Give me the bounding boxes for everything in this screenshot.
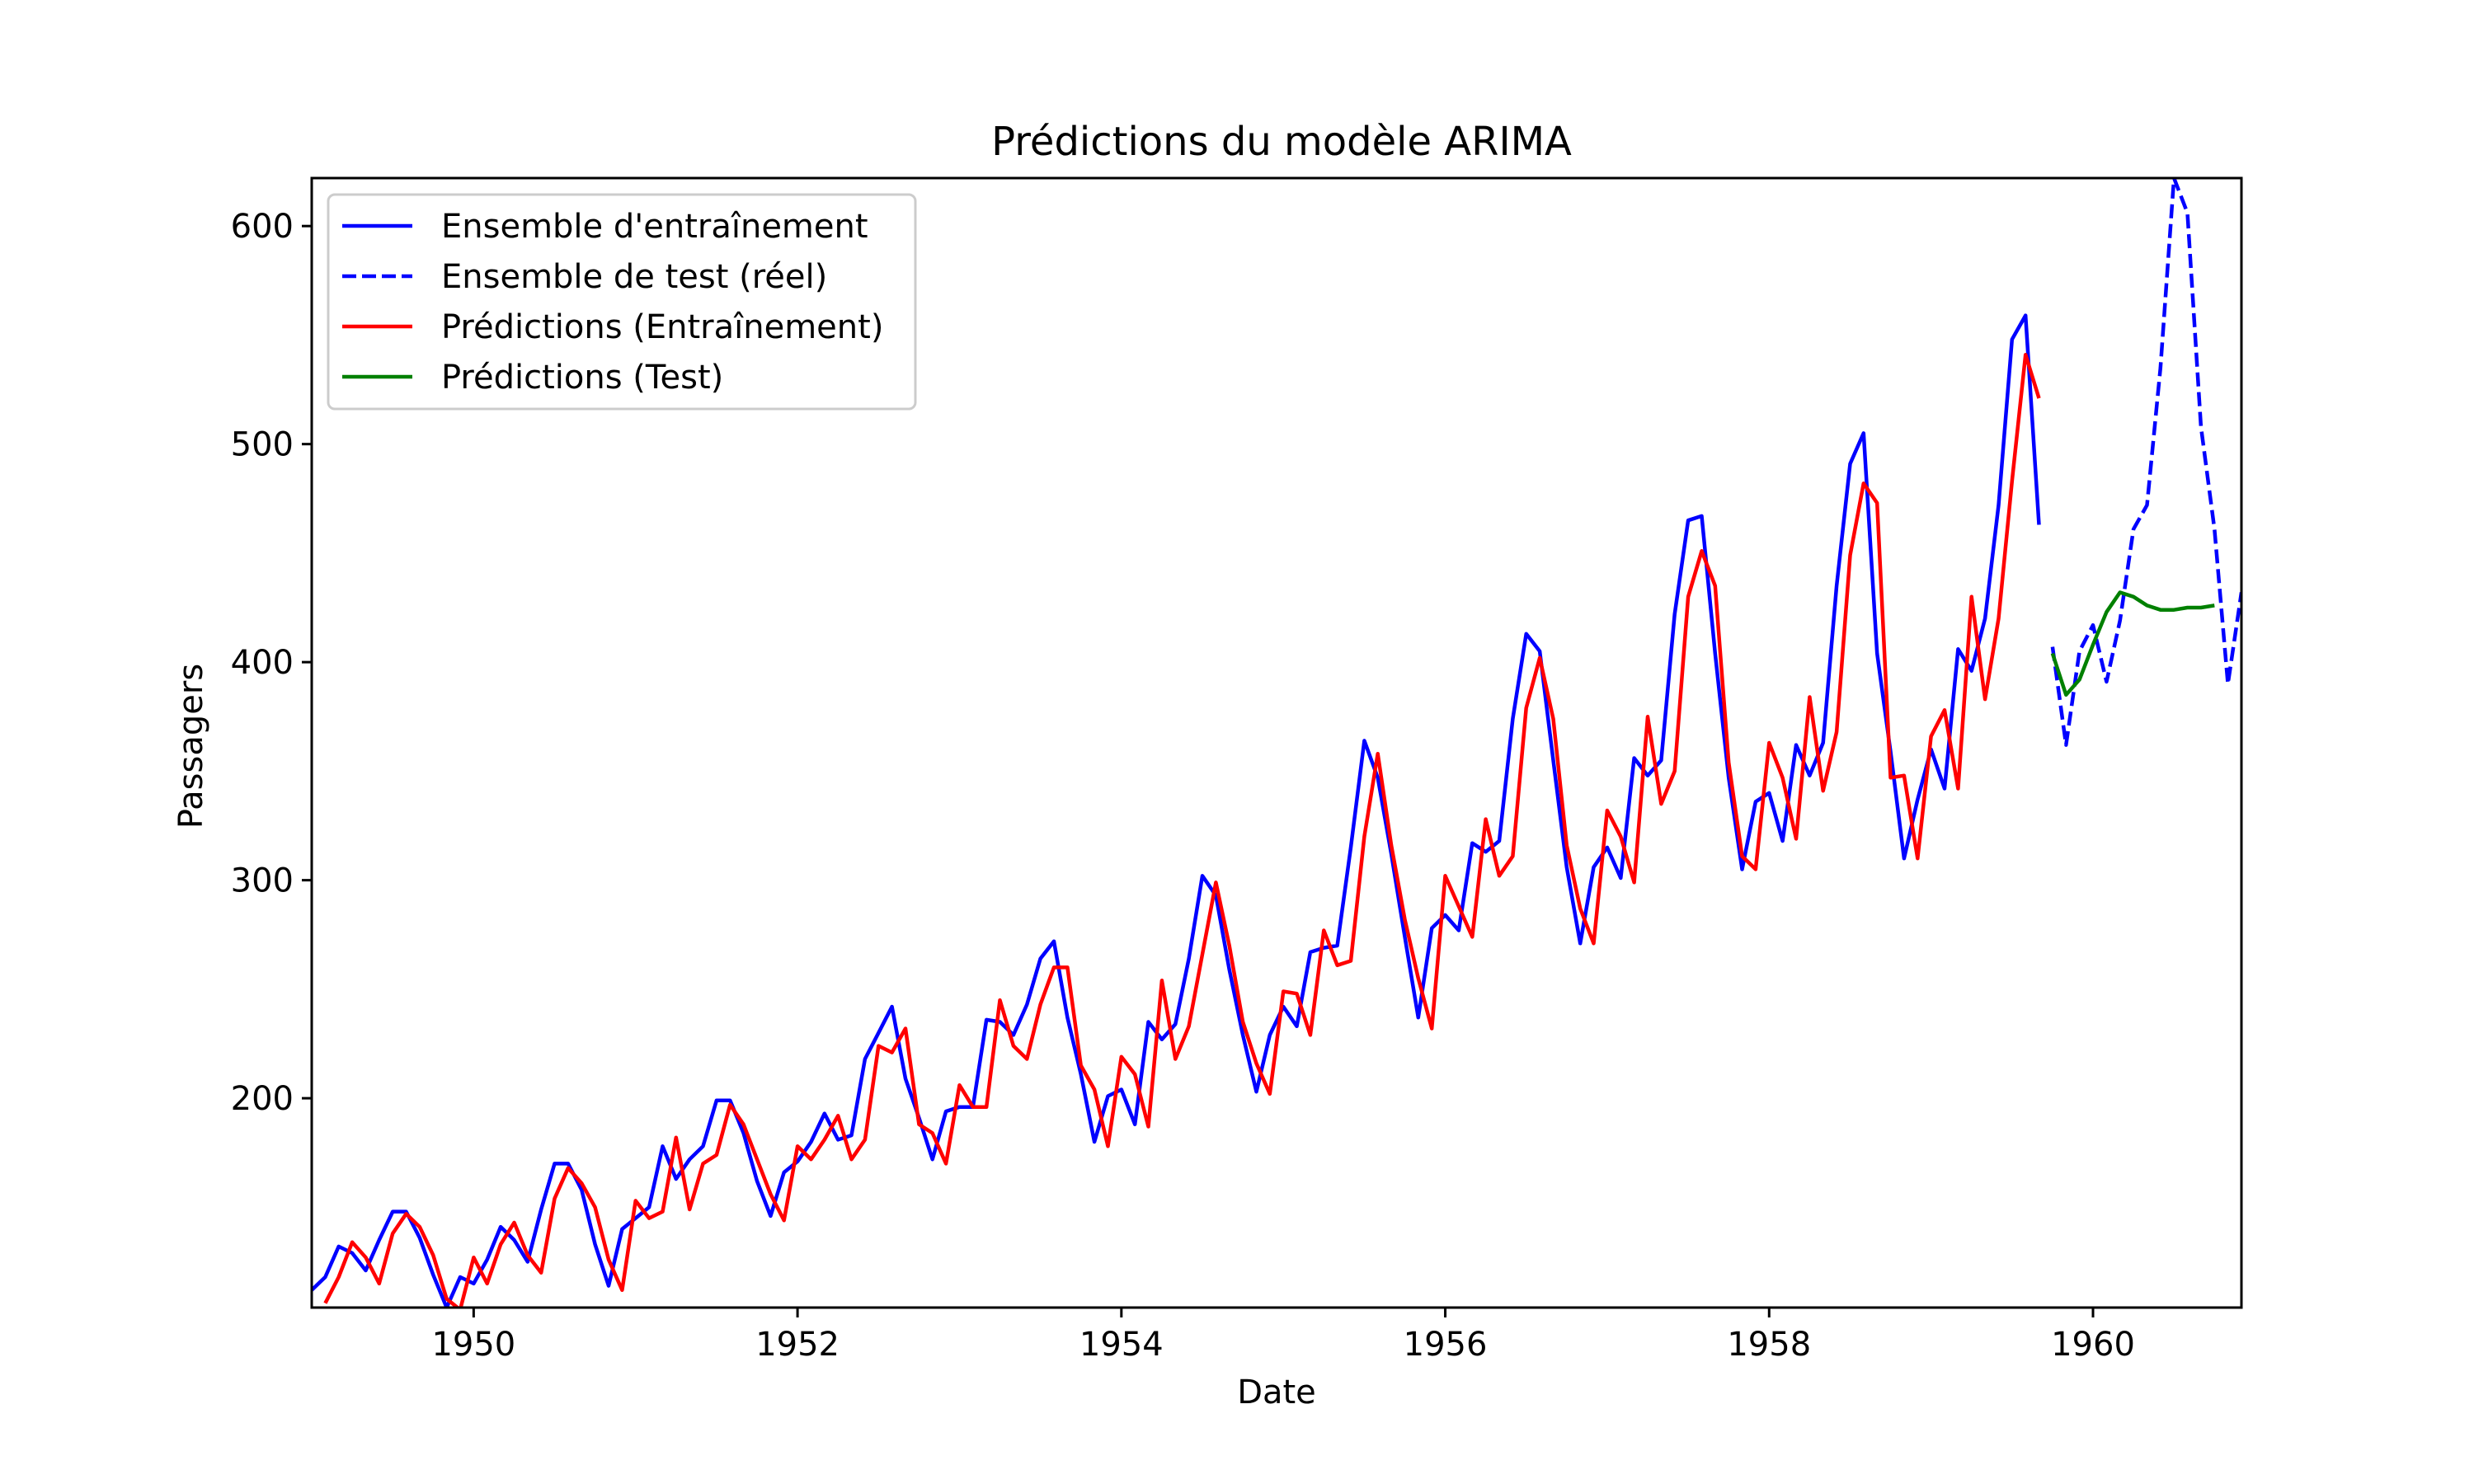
x-tick-label: 1958 (1727, 1326, 1811, 1364)
legend-items: Ensemble d'entraînement Ensemble de test … (342, 208, 883, 397)
y-axis-label: Passagers (172, 664, 210, 829)
x-tick-label: 1952 (755, 1326, 840, 1364)
legend-label: Prédictions (Test) (441, 359, 723, 397)
y-axis: 200 300 400 500 600 (231, 208, 312, 1118)
plot-frame (310, 176, 2243, 1309)
legend-label: Prédictions (Entraînement) (441, 308, 883, 346)
legend-label: Ensemble de test (réel) (441, 258, 827, 296)
series-line-3 (323, 352, 2041, 1308)
x-tick-label: 1950 (431, 1326, 515, 1364)
x-tick-label: 1956 (1404, 1326, 1488, 1364)
legend-label: Ensemble d'entraînement (441, 208, 868, 246)
y-tick-label: 300 (231, 862, 294, 900)
series-line-2 (2050, 178, 2241, 747)
chart-title: Prédictions du modèle ARIMA (991, 119, 1572, 165)
x-axis: 1950 1952 1954 1956 1958 1960 (431, 1308, 2135, 1364)
x-tick-label: 1960 (2051, 1326, 2135, 1364)
series-line-4 (2050, 590, 2215, 697)
y-tick-label: 400 (231, 644, 294, 682)
y-tick-label: 200 (231, 1080, 294, 1118)
series-line-1 (312, 313, 2041, 1308)
legend-box (327, 193, 917, 411)
x-axis-label: Date (1237, 1374, 1316, 1411)
x-tick-label: 1954 (1079, 1326, 1164, 1364)
y-tick-label: 500 (231, 426, 294, 464)
plot-lines (312, 178, 2241, 1308)
y-tick-label: 600 (231, 208, 294, 246)
legend: Ensemble d'entraînement Ensemble de test … (327, 193, 917, 411)
